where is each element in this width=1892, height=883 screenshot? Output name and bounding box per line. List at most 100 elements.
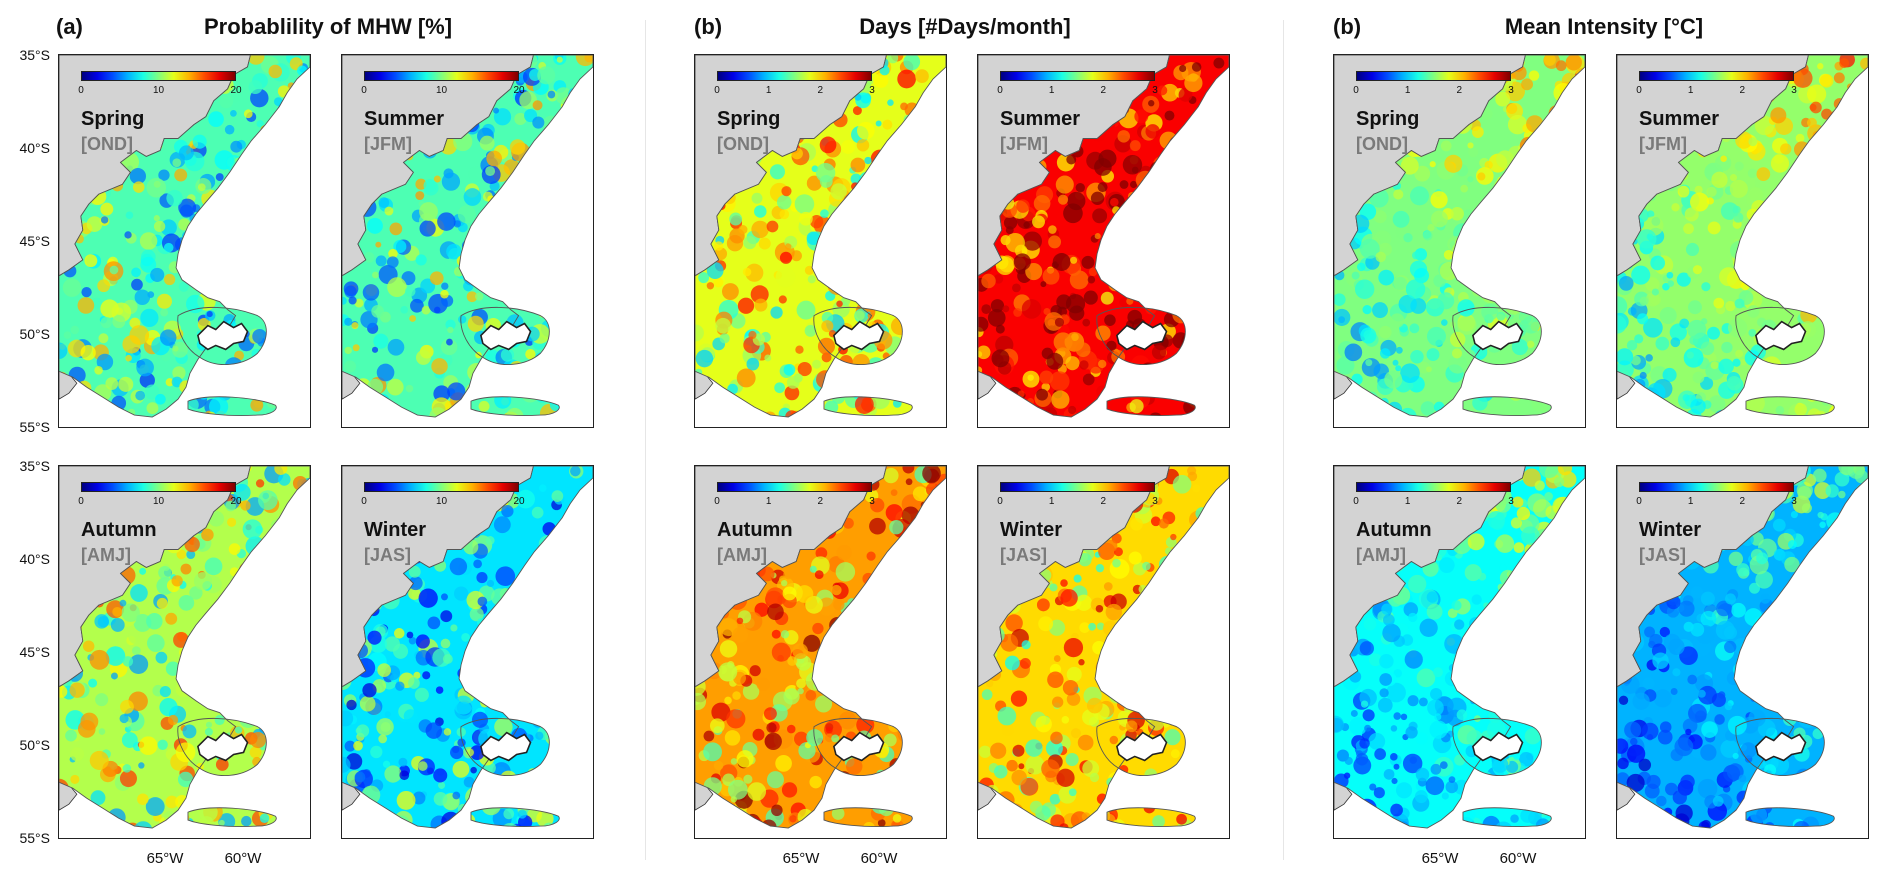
lat-label: 55°S (19, 830, 50, 846)
malvinas-shelf-outline (1096, 306, 1186, 366)
burdwood-bank-outline (1106, 396, 1196, 417)
colorbar-tick-label: 3 (1791, 85, 1797, 96)
colorbar-tick-label: 2 (1739, 496, 1746, 507)
colorbar-tick-label: 1 (1687, 85, 1694, 96)
map-panel: 0 1 2 3 Summer [JFM] (977, 54, 1230, 428)
colorbar-tick-label: 3 (1791, 496, 1797, 507)
months-label: [AMJ] (81, 545, 131, 565)
burdwood-bank-outline (823, 807, 913, 828)
map-svg (695, 466, 946, 829)
malvinas-islands (1116, 320, 1168, 351)
group-a-letter: (a) (56, 14, 83, 39)
malvinas-islands (197, 320, 249, 351)
colorbar-tick-label: 3 (1508, 85, 1514, 96)
colorbar-tick-label: 2 (1739, 85, 1746, 96)
lat-label: 35°S (19, 458, 50, 474)
map-svg (342, 55, 593, 418)
malvinas-shelf-outline (1735, 306, 1825, 366)
lat-label: 50°S (19, 326, 50, 342)
lon-label: 65°W (782, 850, 820, 867)
months-label: [JFM] (1639, 134, 1687, 154)
season-label: Autumn (717, 519, 793, 541)
shelf-outline (1334, 55, 1585, 418)
burdwood-bank-outline (1106, 807, 1196, 828)
months-label: [OND] (1356, 134, 1408, 154)
colorbar-tick-label: 1 (765, 496, 772, 507)
map-svg (1617, 466, 1868, 829)
season-label: Summer (364, 108, 445, 130)
lon-label: 65°W (146, 850, 184, 867)
colorbar-tick-label: 10 (152, 85, 165, 96)
map-svg (1617, 55, 1868, 418)
burdwood-bank-outline (1745, 807, 1835, 828)
colorbar-tick-label: 3 (1152, 85, 1158, 96)
colorbar-tick-label: 3 (1152, 496, 1158, 507)
season-label: Summer (1000, 108, 1081, 130)
season-label: Winter (1639, 519, 1702, 541)
map-panel: 0 10 20 Spring [OND] (58, 54, 311, 428)
burdwood-bank-outline (470, 807, 560, 828)
season-label: Winter (1000, 519, 1063, 541)
season-label: Spring (717, 108, 781, 130)
colorbar-tick-label: 10 (435, 496, 448, 507)
group-a-title: Probablility of MHW [%] (203, 14, 453, 39)
burdwood-bank-outline (1462, 807, 1552, 828)
malvinas-shelf-outline (460, 306, 550, 366)
colorbar-tick-label: 20 (513, 496, 525, 507)
months-label: [JAS] (1639, 545, 1687, 565)
map-panel: 0 1 2 3 Winter [JAS] (977, 465, 1230, 839)
burdwood-bank-outline (1745, 396, 1835, 417)
malvinas-islands (1755, 320, 1807, 351)
map-panel: 0 1 2 3 Spring [OND] (694, 54, 947, 428)
colorbar (364, 71, 519, 81)
colorbar-tick-label: 0 (997, 85, 1003, 96)
lat-label: 40°S (19, 551, 50, 567)
colorbar-tick-label: 0 (361, 85, 367, 96)
malvinas-shelf-outline (177, 306, 267, 366)
shelf-outline (1334, 466, 1585, 829)
months-label: [OND] (717, 134, 769, 154)
colorbar-tick-label: 10 (435, 85, 448, 96)
months-label: [JAS] (364, 545, 412, 565)
map-panel: 0 1 2 3 Summer [JFM] (1616, 54, 1869, 428)
burdwood-bank-outline (823, 396, 913, 417)
colorbar-tick-label: 2 (817, 496, 824, 507)
colorbar-tick-label: 0 (78, 496, 84, 507)
malvinas-shelf-outline (1452, 717, 1542, 777)
shelf-outline (342, 466, 593, 829)
malvinas-islands (1472, 320, 1524, 351)
lat-label: 55°S (19, 419, 50, 435)
group-c-letter: (b) (1333, 14, 1362, 39)
lat-label: 50°S (19, 737, 50, 753)
colorbar-tick-label: 20 (230, 85, 242, 96)
lat-label: 45°S (19, 644, 50, 660)
colorbar (1639, 482, 1794, 492)
colorbar (1356, 71, 1511, 81)
map-svg (695, 55, 946, 418)
colorbar (717, 71, 872, 81)
colorbar-tick-label: 2 (1456, 496, 1463, 507)
lat-label: 35°S (19, 47, 50, 63)
burdwood-bank-outline (187, 396, 277, 417)
malvinas-islands (197, 731, 249, 762)
map-svg (1334, 466, 1585, 829)
colorbar (364, 482, 519, 492)
colorbar-tick-label: 10 (152, 496, 165, 507)
map-svg (59, 466, 310, 829)
months-label: [JAS] (1000, 545, 1048, 565)
colorbar-tick-label: 3 (869, 85, 875, 96)
shelf-outline (1617, 466, 1868, 829)
season-label: Winter (364, 519, 427, 541)
malvinas-islands (1472, 731, 1524, 762)
colorbar-tick-label: 20 (230, 496, 242, 507)
malvinas-islands (480, 320, 532, 351)
colorbar-tick-label: 20 (513, 85, 525, 96)
lon-label: 60°W (1499, 850, 1537, 867)
malvinas-shelf-outline (177, 717, 267, 777)
colorbar (717, 482, 872, 492)
map-panel: 0 1 2 3 Autumn [AMJ] (1333, 465, 1586, 839)
colorbar-tick-label: 3 (869, 496, 875, 507)
shelf-outline (695, 55, 946, 418)
colorbar-tick-label: 0 (997, 496, 1003, 507)
burdwood-bank-outline (1462, 396, 1552, 417)
